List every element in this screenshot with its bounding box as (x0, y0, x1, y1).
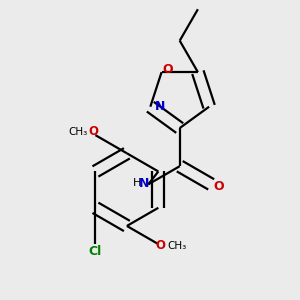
Text: CH₃: CH₃ (69, 127, 88, 137)
Text: CH₃: CH₃ (167, 241, 186, 251)
Text: O: O (213, 179, 224, 193)
Text: N: N (139, 177, 149, 190)
Text: O: O (162, 63, 173, 76)
Text: O: O (156, 239, 166, 252)
Text: O: O (89, 125, 99, 138)
Text: Cl: Cl (89, 245, 102, 258)
Text: N: N (154, 100, 165, 113)
Text: H: H (133, 178, 142, 188)
